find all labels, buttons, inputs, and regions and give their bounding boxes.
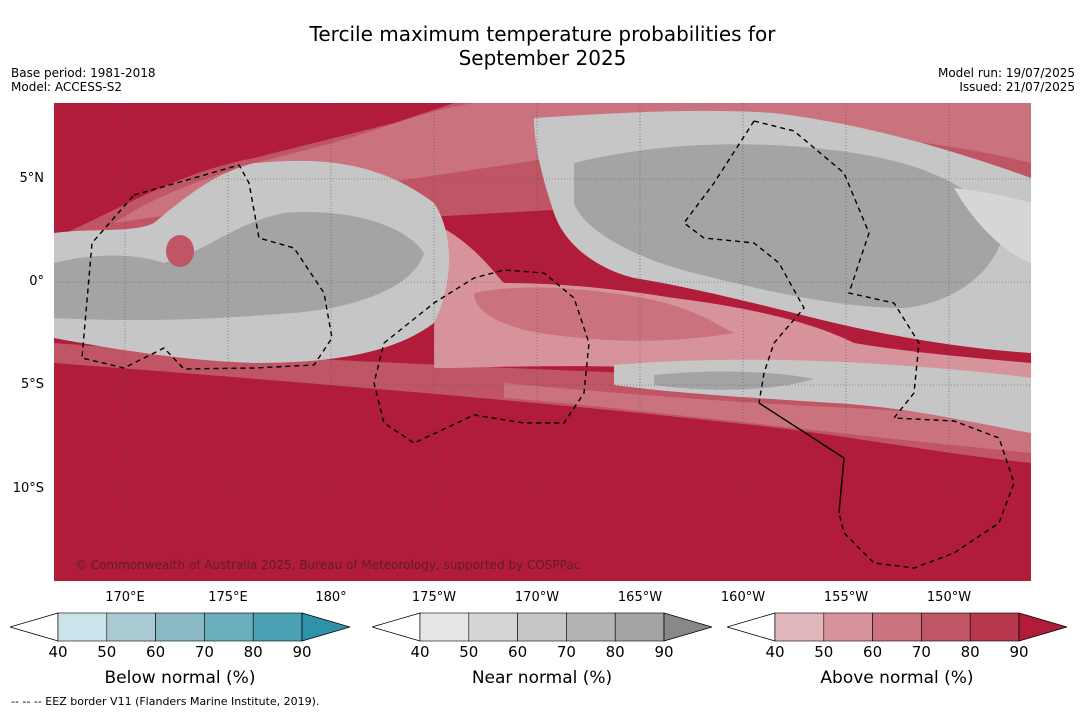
colorbar-tick-label: 40 <box>410 643 430 661</box>
maritime-boundary-solid <box>758 402 845 514</box>
meta-right: Model run: 19/07/2025 Issued: 21/07/2025 <box>938 66 1075 94</box>
colorbar-tick-label: 70 <box>556 643 576 661</box>
colorbar-tick-label: 60 <box>146 643 166 661</box>
lat-label-5s: 5°S <box>20 377 44 392</box>
colorbar-title-above: Above normal (%) <box>820 668 974 688</box>
title-line-1: Tercile maximum temperature probabilitie… <box>309 22 776 46</box>
colorbar-tick-label: 90 <box>654 643 674 661</box>
lon-label-170e: 170°E <box>105 590 145 605</box>
above-normal-70-central <box>474 287 734 341</box>
above-normal-80-south <box>54 343 1031 463</box>
lon-label-150w: 150°W <box>926 590 972 605</box>
colorbar-title-below: Below normal (%) <box>104 668 256 688</box>
near-normal-east-core <box>574 144 1004 308</box>
colorbar-segment <box>614 612 665 642</box>
eez-footnote: -- -- -- EEZ border V11 (Flanders Marine… <box>11 695 320 708</box>
lon-label-165w: 165°W <box>617 590 663 605</box>
lon-label-180: 180° <box>315 590 347 605</box>
colorbar-tick-label: 60 <box>508 643 528 661</box>
colorbar-segment <box>969 612 1020 642</box>
colorbar-tick-label: 90 <box>1009 643 1029 661</box>
lon-label-160w: 160°W <box>720 590 766 605</box>
colorbar-segment <box>155 612 205 642</box>
near-normal-west-core <box>54 212 424 321</box>
model-run-text: Model run: 19/07/2025 <box>937 66 1075 80</box>
colorbar-tick-label: 70 <box>911 643 931 661</box>
colorbar-near-normal <box>372 612 712 642</box>
colorbar-segment <box>823 612 873 642</box>
lon-label-175e: 175°E <box>208 590 248 605</box>
colorbar-low-extension <box>372 612 421 642</box>
lat-label-5n: 5°N <box>19 171 45 186</box>
colorbar-tick-label: 70 <box>194 643 214 661</box>
colorbar-tick-label: 50 <box>97 643 117 661</box>
lat-label-10s: 10°S <box>12 481 44 496</box>
colorbar-tick-label: 90 <box>292 643 312 661</box>
colorbar-low-extension <box>10 612 59 642</box>
colorbar-segment <box>57 612 108 642</box>
colorbar-high-extension <box>1018 612 1067 642</box>
colorbar-tick-label: 40 <box>48 643 68 661</box>
colorbar-tick-label: 60 <box>863 643 883 661</box>
colorbar-segment <box>566 612 616 642</box>
colorbar-above-normal <box>727 612 1067 642</box>
lat-label-0: 0° <box>29 274 44 289</box>
colorbar-below-normal <box>10 612 350 642</box>
colorbar-segment <box>419 612 470 642</box>
colorbar-high-extension <box>663 612 712 642</box>
copyright-credit: © Commonwealth of Australia 2025, Bureau… <box>75 558 581 572</box>
near-normal-east-light <box>954 188 1031 263</box>
colorbar-tick-label: 80 <box>605 643 625 661</box>
colorbar-tick-label: 40 <box>765 643 785 661</box>
lon-label-170w: 170°W <box>514 590 560 605</box>
colorbar-segment <box>106 612 156 642</box>
issued-text: Issued: 21/07/2025 <box>959 80 1075 94</box>
graticule <box>54 103 1031 581</box>
colorbar-segment <box>872 612 922 642</box>
lon-label-175w: 175°W <box>411 590 457 605</box>
colorbar-high-extension <box>301 612 350 642</box>
above-normal-60-central <box>434 223 1031 393</box>
colorbar-tick-label: 50 <box>814 643 834 661</box>
eez-borders <box>81 120 1015 569</box>
lon-label-155w: 155°W <box>823 590 869 605</box>
base-period-text: Base period: 1981-2018 <box>11 66 156 80</box>
above-normal-70-south <box>504 383 1031 453</box>
colorbar-tick-label: 80 <box>243 643 263 661</box>
probability-map <box>54 103 1031 581</box>
colorbar-tick-label: 80 <box>960 643 980 661</box>
colorbar-segment <box>252 612 303 642</box>
colorbar-segment <box>517 612 567 642</box>
title-line-2: September 2025 <box>458 46 627 70</box>
colorbar-segment <box>921 612 971 642</box>
meta-left: Base period: 1981-2018 Model: ACCESS-S2 <box>11 66 156 94</box>
above-normal-spot <box>166 235 194 267</box>
colorbar-segment <box>468 612 518 642</box>
model-text: Model: ACCESS-S2 <box>11 80 123 94</box>
map-title: Tercile maximum temperature probabilitie… <box>0 22 1085 70</box>
colorbar-segment <box>204 612 254 642</box>
colorbar-title-near: Near normal (%) <box>471 668 613 688</box>
colorbar-tick-label: 50 <box>459 643 479 661</box>
colorbar-segment <box>774 612 825 642</box>
colorbar-low-extension <box>727 612 776 642</box>
